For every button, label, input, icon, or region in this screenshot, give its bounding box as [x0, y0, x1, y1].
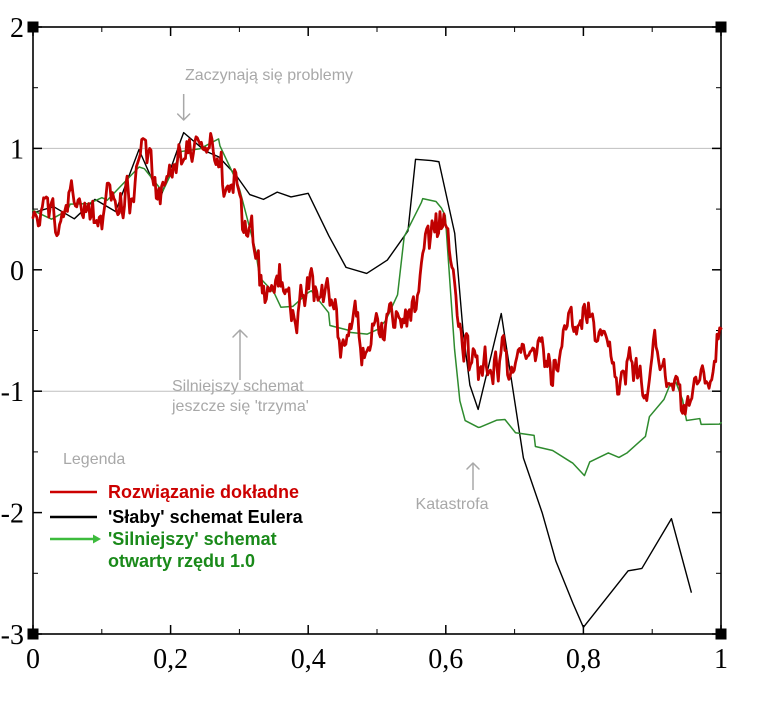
svg-text:-1: -1	[1, 377, 24, 408]
svg-text:Silniejszy schemat: Silniejszy schemat	[172, 378, 304, 395]
svg-text:jeszcze się 'trzyma': jeszcze się 'trzyma'	[171, 398, 309, 415]
svg-text:0,6: 0,6	[428, 644, 463, 675]
svg-text:0: 0	[26, 644, 40, 675]
svg-text:0,2: 0,2	[153, 644, 188, 675]
svg-text:-3: -3	[1, 620, 24, 651]
svg-text:Zaczynają się problemy: Zaczynają się problemy	[185, 67, 353, 84]
svg-text:Legenda: Legenda	[63, 451, 125, 468]
svg-text:Katastrofa: Katastrofa	[416, 496, 489, 513]
svg-text:1: 1	[714, 644, 728, 675]
svg-text:'Słaby' schemat Eulera: 'Słaby' schemat Eulera	[108, 507, 304, 527]
svg-text:1: 1	[10, 134, 24, 165]
svg-text:0: 0	[10, 256, 24, 287]
svg-text:-2: -2	[1, 499, 24, 530]
svg-text:2: 2	[10, 13, 24, 44]
svg-text:0,4: 0,4	[291, 644, 326, 675]
svg-text:otwarty rzędu 1.0: otwarty rzędu 1.0	[108, 551, 255, 571]
svg-text:Rozwiązanie dokładne: Rozwiązanie dokładne	[108, 482, 299, 502]
svg-text:0,8: 0,8	[566, 644, 601, 675]
svg-text:'Silniejszy' schemat: 'Silniejszy' schemat	[108, 529, 277, 549]
